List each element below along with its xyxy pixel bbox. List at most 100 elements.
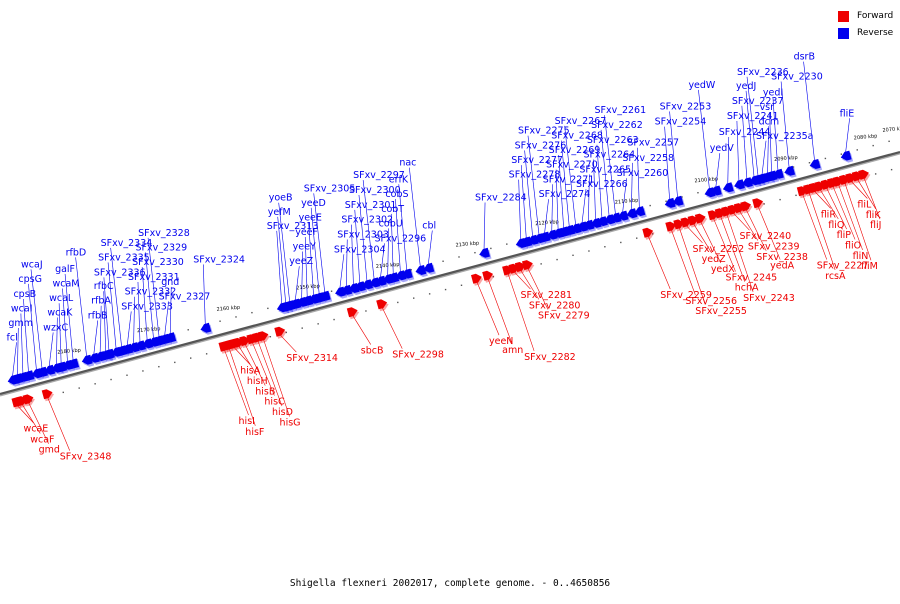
minor-tick	[187, 329, 189, 331]
reverse-gene-label: fliE	[840, 108, 855, 119]
gene-arrow-body	[376, 299, 388, 310]
forward-gene-arrow	[471, 273, 484, 286]
reverse-gene-label: SFxv_2261	[594, 105, 646, 116]
forward-gene-leader	[520, 270, 540, 300]
gene-arrow-body	[617, 210, 629, 221]
genome-axis	[0, 150, 900, 396]
forward-gene-leader	[224, 349, 249, 416]
reverse-gene-label: SFxv_2277	[511, 155, 563, 166]
forward-gene-leader	[814, 191, 831, 209]
minor-tick	[890, 168, 893, 171]
forward-gene-arrow	[22, 394, 35, 407]
minor-tick	[490, 247, 492, 250]
reverse-gene-label: yefM	[268, 207, 291, 218]
minor-tick	[174, 361, 176, 364]
reverse-gene-label: rfbD	[66, 247, 87, 258]
reverse-gene-label: SFxv_2262	[591, 120, 643, 131]
reverse-gene-label: SFxv_2267	[555, 116, 607, 127]
gene-arrow-body	[590, 217, 602, 228]
gene-arrow-body	[41, 389, 53, 400]
minor-tick	[190, 357, 192, 359]
reverse-gene-leader	[745, 90, 755, 177]
reverse-gene-leader	[387, 228, 389, 276]
gene-arrow-body	[369, 277, 381, 288]
forward-gene-leader	[820, 189, 839, 220]
reverse-gene-label: SFxv_2330	[132, 257, 184, 268]
forward-gene-label: SFxv_2238	[756, 252, 808, 263]
gene-arrow-body	[482, 270, 493, 281]
gene-arrow-body	[346, 307, 358, 318]
forward-gene-arrow	[740, 201, 753, 214]
reverse-gene-leader	[103, 291, 107, 352]
reverse-gene-label: SFxv_2235a	[756, 131, 814, 142]
reverse-gene-leader	[395, 198, 401, 272]
axis-shadow	[0, 152, 900, 397]
reverse-gene-leader	[133, 296, 135, 344]
reverse-gene-label: SFxv_2284	[475, 192, 527, 203]
minor-tick	[365, 310, 367, 312]
forward-gene-leader	[726, 214, 754, 293]
reverse-gene-leader	[278, 202, 291, 302]
reverse-gene-leader	[345, 239, 348, 287]
forward-gene-label: SFxv_2245	[726, 273, 778, 284]
reverse-gene-leader	[313, 193, 326, 293]
forward-gene-leader	[826, 188, 847, 230]
reverse-gene-leader	[736, 120, 740, 181]
minor-tick	[840, 153, 843, 155]
reverse-gene-label: SFxv_2304	[334, 244, 386, 255]
minor-tick	[588, 250, 590, 252]
reverse-gene-label: gnd	[161, 277, 179, 288]
gene-arrow-body	[610, 212, 622, 223]
forward-gene-label: wcaF	[30, 434, 54, 445]
reverse-gene-leader	[780, 81, 790, 168]
reverse-gene-arrow	[423, 262, 436, 275]
reverse-gene-leader	[427, 230, 433, 265]
forward-gene-leader	[844, 183, 872, 261]
forward-gene-arrow	[482, 270, 495, 283]
axis-tick-label: 2090 kbp	[774, 155, 798, 163]
gene-arrow-body	[626, 208, 638, 219]
reverse-gene-label: SFxv_2324	[193, 254, 245, 265]
forward-gene-leader	[487, 279, 513, 345]
gene-arrow-body	[122, 343, 134, 354]
reverse-gene-leader	[593, 159, 596, 220]
minor-tick	[397, 301, 399, 304]
reverse-gene-leader	[351, 224, 354, 285]
reverse-gene-leader	[277, 216, 287, 303]
reverse-gene-leader	[588, 174, 590, 222]
reverse-gene-label: SFxv_2329	[136, 242, 188, 253]
reverse-gene-leader	[803, 61, 815, 161]
minor-tick	[636, 237, 638, 239]
reverse-gene-leader	[772, 97, 779, 171]
forward-gene-leader	[233, 347, 251, 365]
reverse-gene-arrow	[479, 247, 492, 260]
gene-arrow-body	[81, 354, 93, 365]
forward-gene-label: gmd	[39, 445, 60, 456]
reverse-gene-leader	[17, 327, 19, 375]
minor-tick	[267, 307, 269, 310]
gene-arrow-body	[773, 168, 784, 179]
reverse-gene-leader	[555, 169, 559, 230]
reverse-gene-label: SFxv_2257	[627, 138, 679, 149]
forward-gene-label: rcsA	[825, 271, 846, 282]
minor-tick	[808, 162, 811, 164]
axis-tick-label: 2180 kbp	[57, 348, 81, 356]
reverse-gene-label: SFxv_2270	[546, 160, 598, 171]
forward-gene-label: fliR	[821, 209, 837, 220]
minor-tick	[795, 194, 797, 197]
forward-gene-label: SFxv_2227	[817, 261, 869, 272]
forward-gene-leader	[700, 221, 722, 264]
reverse-gene-label: SFxv_2253	[660, 101, 712, 112]
reverse-gene-arrow	[809, 159, 823, 171]
reverse-gene-label: SFxv_2244	[719, 127, 771, 138]
reverse-gene-leader	[294, 266, 300, 301]
gene-arrow-body	[88, 352, 100, 363]
reverse-gene-label: SFxv_2302	[341, 215, 393, 226]
reverse-gene-label: wcaL	[49, 293, 74, 304]
gene-arrow-body	[527, 234, 539, 245]
forward-gene-leader	[757, 206, 781, 260]
reverse-gene-leader	[362, 180, 375, 280]
reverse-gene-label: dcm	[759, 116, 780, 127]
reverse-gene-label: SFxv_2303	[337, 230, 389, 241]
reverse-gene-label: vsr	[760, 102, 775, 113]
